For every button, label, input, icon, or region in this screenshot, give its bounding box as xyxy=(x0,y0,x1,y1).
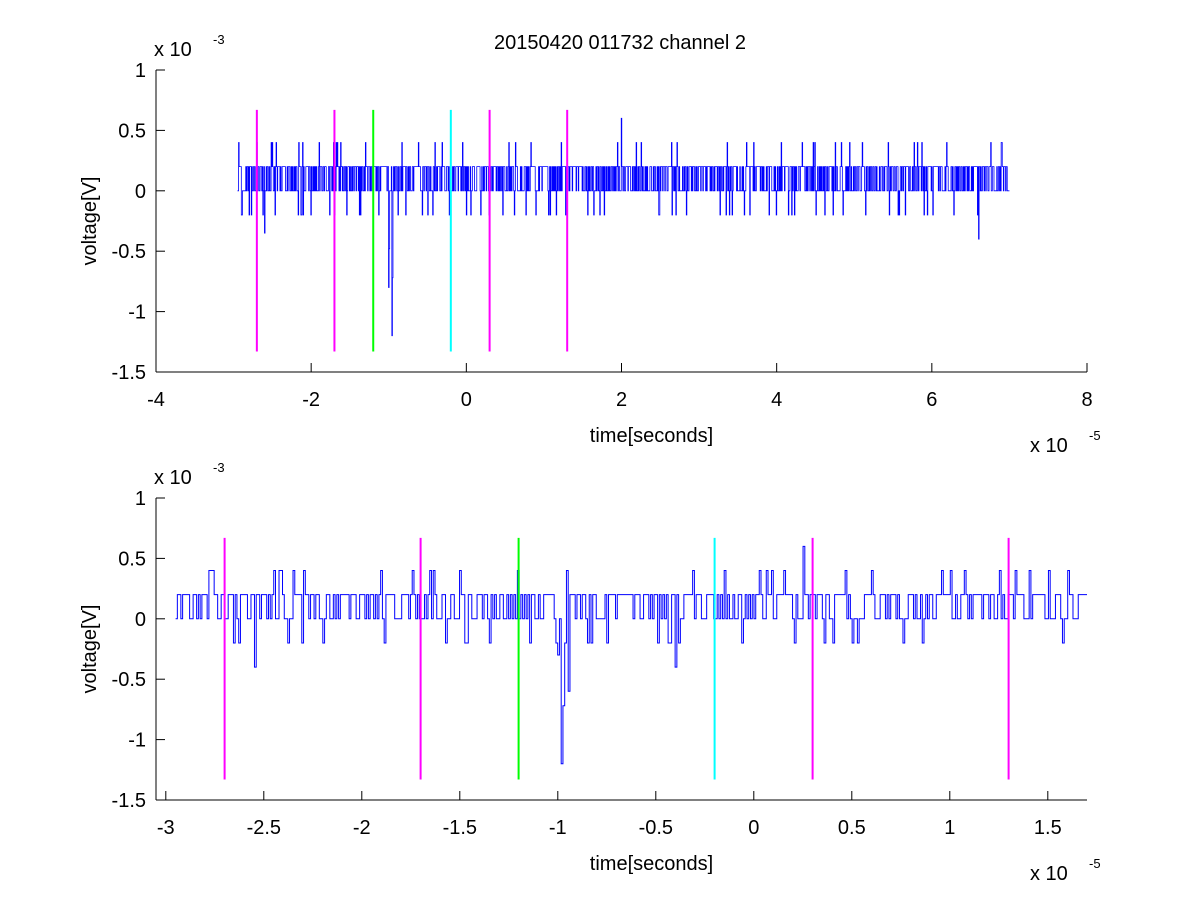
y-tick-label: 0 xyxy=(135,181,146,203)
x-tick-label: -2.5 xyxy=(247,817,281,839)
x-multiplier: x 10 xyxy=(1030,435,1068,457)
x-tick-label: -2 xyxy=(302,389,320,411)
x-axis-label: time[seconds] xyxy=(590,853,713,875)
y-exponent: -3 xyxy=(213,32,225,47)
x-tick-label: 1 xyxy=(944,817,955,839)
y-axis-label: voltage[V] xyxy=(79,605,101,694)
y-tick-label: -1 xyxy=(128,730,146,752)
y-tick-label: -0.5 xyxy=(112,241,146,263)
x-tick-label: -3 xyxy=(157,817,175,839)
y-tick-label: 1 xyxy=(135,488,146,510)
y-multiplier: x 10 xyxy=(154,39,192,61)
bottom-plot: -3 -2.5 -2 -1.5 -1 -0.5 0 0.5 1 1.5 -1.5 -1 -0.5 0 0.5… xyxy=(79,460,1101,885)
x-exponent: -5 xyxy=(1089,856,1101,871)
y-tick-label: -1.5 xyxy=(112,362,146,384)
x-tick-label: -1.5 xyxy=(443,817,477,839)
x-tick-label: 0 xyxy=(461,389,472,411)
y-exponent: -3 xyxy=(213,460,225,475)
y-tick-label: 1 xyxy=(135,60,146,82)
top-plot: -4 -2 0 2 4 6 8 -1.5 -1 -0.5 0 0.5 1 time[seconds] vol… xyxy=(79,32,1101,457)
x-tick-label: -2 xyxy=(353,817,371,839)
y-multiplier: x 10 xyxy=(154,467,192,489)
x-tick-label: 1.5 xyxy=(1034,817,1062,839)
y-tick-label: 0 xyxy=(135,609,146,631)
x-multiplier: x 10 xyxy=(1030,863,1068,885)
x-tick-label: -4 xyxy=(147,389,165,411)
y-tick-label: 0.5 xyxy=(118,120,146,142)
y-tick-label: -1 xyxy=(128,302,146,324)
x-axis-label: time[seconds] xyxy=(590,425,713,447)
x-tick-label: 8 xyxy=(1081,389,1092,411)
figure-title: 20150420 011732 channel 2 xyxy=(494,32,746,54)
signal-line xyxy=(175,545,1087,765)
x-tick-label: 0 xyxy=(748,817,759,839)
x-tick-label: 2 xyxy=(616,389,627,411)
x-exponent: -5 xyxy=(1089,428,1101,443)
y-tick-label: -0.5 xyxy=(112,669,146,691)
x-tick-label: -1 xyxy=(549,817,567,839)
x-tick-label: -0.5 xyxy=(639,817,673,839)
y-axis-label: voltage[V] xyxy=(79,177,101,266)
x-tick-label: 0.5 xyxy=(838,817,866,839)
signal-line xyxy=(237,117,1010,337)
y-tick-label: -1.5 xyxy=(112,790,146,812)
y-tick-label: 0.5 xyxy=(118,548,146,570)
x-tick-label: 4 xyxy=(771,389,782,411)
x-tick-label: 6 xyxy=(926,389,937,411)
